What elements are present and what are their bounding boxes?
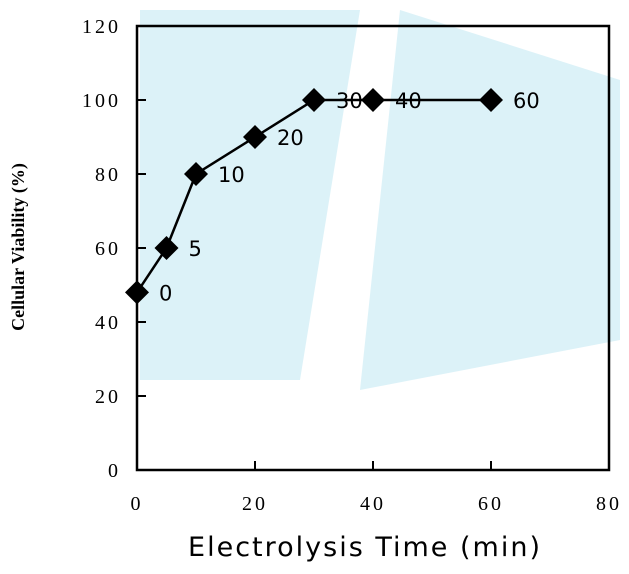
watermark-shape-right: [360, 10, 620, 390]
y-axis-label: Cellular Viability (%): [8, 163, 29, 331]
y-tick-label: 100: [82, 90, 121, 112]
watermark-logo: [140, 10, 620, 390]
watermark-shape-left: [140, 10, 360, 380]
data-point-label: 30: [336, 89, 363, 113]
y-axis: 0 20 40 60 80 100 120: [82, 16, 146, 482]
x-tick-label: 60: [478, 493, 504, 515]
data-point-label: 40: [395, 89, 422, 113]
data-point-label: 60: [513, 89, 540, 113]
data-point-marker: [302, 88, 326, 112]
data-point-label: 5: [189, 237, 202, 261]
y-tick-label: 80: [95, 164, 121, 186]
data-point-marker: [479, 88, 503, 112]
y-tick-label: 20: [95, 386, 121, 408]
x-tick-label: 40: [360, 493, 386, 515]
data-point-label: 10: [218, 163, 245, 187]
data-point-marker: [154, 236, 179, 260]
x-tick-label: 80: [596, 493, 622, 515]
data-point-marker: [125, 280, 149, 305]
data-point-label: 20: [277, 126, 304, 150]
y-tick-label: 40: [95, 312, 121, 334]
series-markers: [125, 88, 503, 305]
x-tick-label: 20: [242, 493, 268, 515]
y-tick-label: 0: [108, 460, 121, 482]
y-tick-label: 60: [95, 238, 121, 260]
x-axis: 0 20 40 60 80: [131, 461, 622, 515]
x-tick-label: 0: [131, 493, 144, 515]
data-point-marker: [184, 162, 208, 186]
data-point-marker: [361, 88, 385, 112]
point-labels: 05 10 20 30 40 60: [159, 89, 540, 305]
data-point-marker: [243, 125, 267, 149]
y-tick-label: 120: [82, 16, 121, 38]
data-point-label: 0: [159, 281, 172, 305]
x-axis-label: Electrolysis Time (min): [188, 532, 542, 563]
